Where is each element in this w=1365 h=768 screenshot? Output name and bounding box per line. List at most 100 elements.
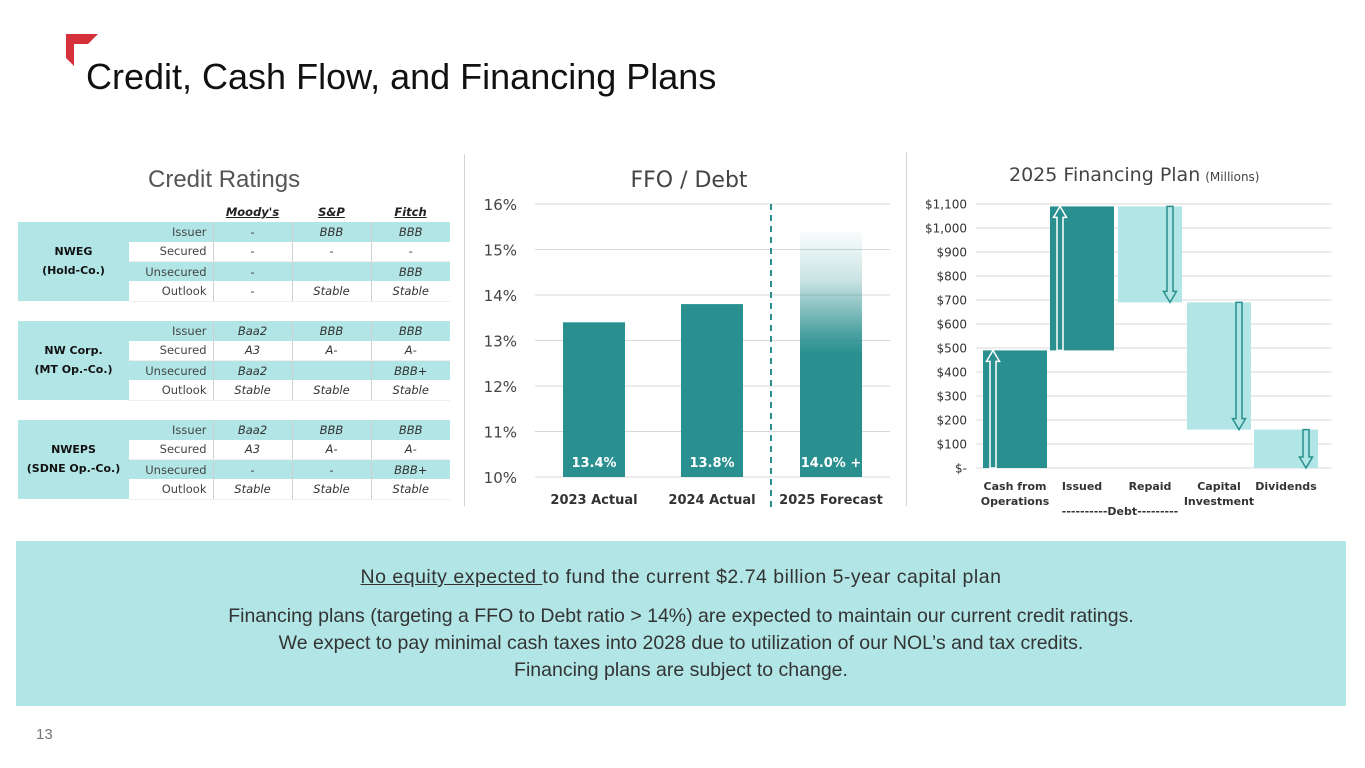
row-label: Secured xyxy=(129,241,214,263)
rating-agency-headers: Moody's S&P Fitch xyxy=(213,205,450,219)
financing-plan-chart: 2025 Financing Plan (Millions) $1,100 $1,0… xyxy=(925,164,1332,518)
rating-cell: Stable xyxy=(292,380,372,401)
rating-cell: - xyxy=(213,281,293,302)
entity-name: NW Corp. xyxy=(44,344,103,358)
y-tick-label: $900 xyxy=(936,246,967,260)
y-tick-label: $500 xyxy=(936,342,967,356)
ratings-table-nweg: NWEG (Hold-Co.) Issuer - BBB BBB Secured… xyxy=(18,222,450,302)
rating-cell xyxy=(292,360,372,381)
row-label: Issuer xyxy=(129,321,214,341)
rating-cell: Stable xyxy=(371,479,450,500)
rating-cell: BBB+ xyxy=(371,360,450,381)
up-arrow-icon xyxy=(985,348,1001,469)
ffo-bars: 13.4% 13.8% 14.0% + xyxy=(563,231,862,477)
entity-cell: NWEPS (SDNE Op.-Co.) xyxy=(18,420,129,500)
rating-cell: A- xyxy=(371,439,450,461)
rating-cell xyxy=(292,261,372,282)
rating-cell: - xyxy=(292,241,372,263)
rating-cell: Stable xyxy=(292,479,372,500)
table-row: Outlook - Stable Stable xyxy=(18,281,450,302)
table-row: NWEG (Hold-Co.) Issuer - BBB BBB xyxy=(18,222,450,302)
y-tick-label: $1,100 xyxy=(925,198,967,212)
down-arrow-icon xyxy=(1231,301,1247,432)
entity-name: NWEG xyxy=(54,245,93,259)
table-row: NW Corp. (MT Op.-Co.) Issuer Baa2 BBB BB… xyxy=(18,321,450,401)
table-row: Outlook Stable Stable Stable xyxy=(18,380,450,401)
financing-x-axis: Cash from Operations Issued Repaid Capital In… xyxy=(981,480,1317,508)
rating-cell: - xyxy=(292,459,372,480)
y-tick-label: $800 xyxy=(936,270,967,284)
panel-divider xyxy=(464,154,465,506)
bar xyxy=(681,304,743,477)
rating-cell: BBB xyxy=(371,420,450,440)
rating-cell: BBB xyxy=(292,321,372,341)
agency-header-sp: S&P xyxy=(318,205,345,219)
rating-cell: BBB xyxy=(371,261,450,282)
summary-callout: No equity expected to fund the current $… xyxy=(16,541,1346,706)
rating-cell: A- xyxy=(292,439,372,461)
rating-cell: BBB xyxy=(371,222,450,242)
table-row: Unsecured - - BBB+ xyxy=(18,459,450,480)
down-arrow-icon xyxy=(1162,205,1178,304)
entity-cell: NWEG (Hold-Co.) xyxy=(18,222,129,302)
row-label: Secured xyxy=(129,439,214,461)
y-tick-label: 14% xyxy=(484,287,517,305)
row-label: Unsecured xyxy=(129,261,214,282)
row-label: Unsecured xyxy=(129,459,214,480)
rating-cell: Stable xyxy=(292,281,372,302)
table-row: Secured A3 A- A- xyxy=(18,439,450,461)
callout-body: Financing plans (targeting a FFO to Debt… xyxy=(16,603,1346,684)
x-tick-label: Cash from xyxy=(984,480,1047,493)
y-tick-label: 13% xyxy=(484,333,517,351)
ffo-chart-title: FFO / Debt xyxy=(630,168,747,193)
rating-cell: - xyxy=(371,241,450,263)
x-tick-label: 2024 Actual xyxy=(668,493,755,508)
page-number: 13 xyxy=(36,726,53,743)
panel-divider xyxy=(906,152,907,506)
y-tick-label: $700 xyxy=(936,294,967,308)
x-tick-label: Dividends xyxy=(1255,480,1317,493)
row-label: Issuer xyxy=(129,420,214,440)
x-tick-label: Issued xyxy=(1062,480,1102,493)
row-label: Issuer xyxy=(129,222,214,242)
ffo-debt-chart: FFO / Debt 16%15%14%13%12%11%10% 13.4% 13… xyxy=(484,168,890,508)
rating-cell: Stable xyxy=(213,479,293,500)
row-label: Outlook xyxy=(129,281,214,302)
x-tick-label: Repaid xyxy=(1129,480,1172,493)
rating-cell: BBB xyxy=(292,222,372,242)
rating-cell: - xyxy=(213,241,293,263)
financing-y-axis: $1,100 $1,000 $900 $800 $700 $600 $500 $400 $300… xyxy=(925,198,967,476)
row-label: Secured xyxy=(129,340,214,362)
company-logo-icon xyxy=(66,34,98,66)
bar xyxy=(563,322,625,477)
callout-line: Financing plans are subject to change. xyxy=(514,659,848,681)
debt-group-label: ----------Debt--------- xyxy=(1062,505,1178,518)
rating-cell: A- xyxy=(371,340,450,362)
up-arrow-icon xyxy=(1052,204,1068,352)
financing-title-main: 2025 Financing Plan xyxy=(1009,164,1200,186)
rating-cell: Stable xyxy=(371,380,450,401)
data-label: 13.4% xyxy=(571,456,616,471)
x-tick-label: Investment xyxy=(1184,495,1254,508)
row-label: Outlook xyxy=(129,380,214,401)
bar xyxy=(800,231,862,477)
page-title: Credit, Cash Flow, and Financing Plans xyxy=(86,56,717,97)
rating-cell: A3 xyxy=(213,439,293,461)
table-row: NWEPS (SDNE Op.-Co.) Issuer Baa2 BBB BBB xyxy=(18,420,450,500)
x-tick-label: Operations xyxy=(981,495,1050,508)
y-tick-label: $100 xyxy=(936,438,967,452)
data-label: 14.0% + xyxy=(801,456,862,471)
data-label: 13.8% xyxy=(689,456,734,471)
entity-subname: (SDNE Op.-Co.) xyxy=(26,462,121,476)
callout-line: Financing plans (targeting a FFO to Debt… xyxy=(228,605,1134,627)
row-label: Outlook xyxy=(129,479,214,500)
entity-subname: (MT Op.-Co.) xyxy=(34,363,113,377)
table-row: Secured A3 A- A- xyxy=(18,340,450,362)
x-tick-label: 2023 Actual xyxy=(550,493,637,508)
table-row: Unsecured - BBB xyxy=(18,261,450,282)
y-tick-label: 12% xyxy=(484,378,517,396)
y-tick-label: $300 xyxy=(936,390,967,404)
rating-cell: - xyxy=(213,261,293,282)
y-tick-label: 16% xyxy=(484,196,517,214)
rating-cell: BBB+ xyxy=(371,459,450,480)
